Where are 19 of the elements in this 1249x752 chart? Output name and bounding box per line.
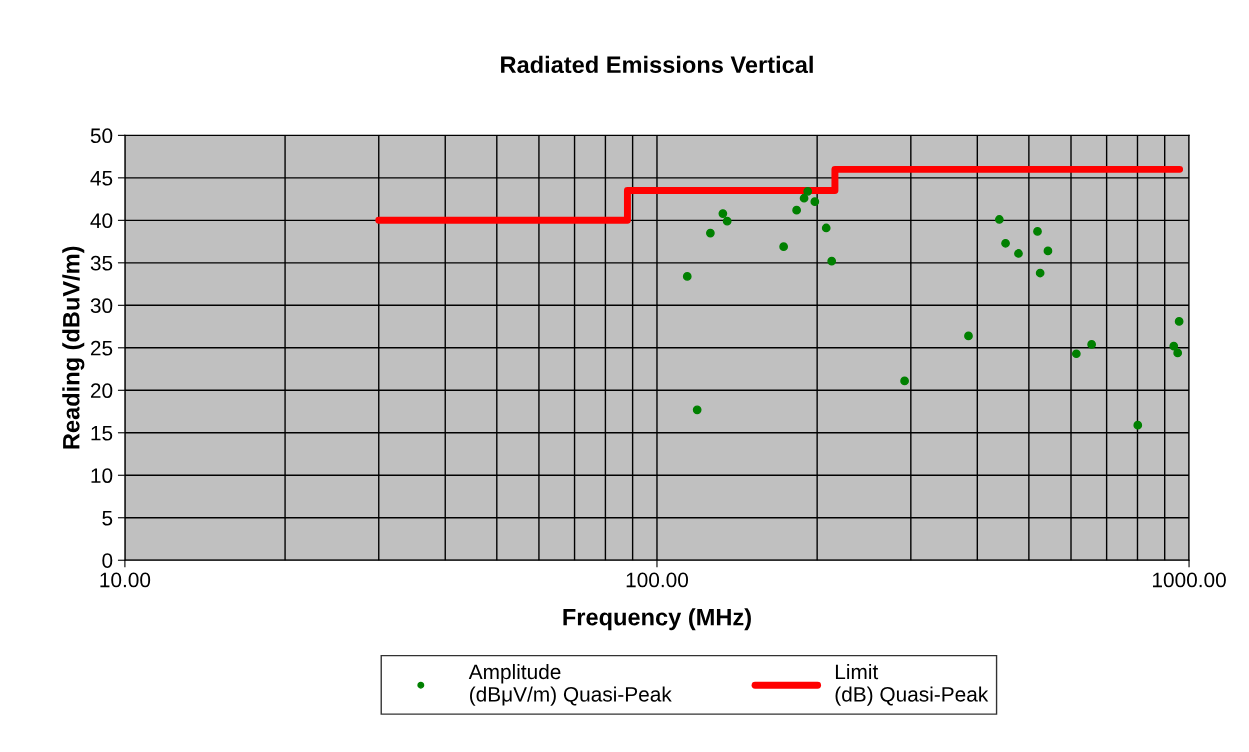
x-tick-label: 100.00 — [626, 572, 689, 588]
y-tick-label: 30 — [90, 298, 113, 314]
x-tick-label: 10.00 — [100, 572, 151, 588]
chart-title: Radiated Emissions Vertical — [501, 55, 813, 74]
y-tick-label: 40 — [90, 213, 113, 229]
y-tick-label: 25 — [90, 340, 113, 356]
legend-label: Limit (dB) Quasi-Peak — [835, 663, 989, 706]
y-tick-label: 20 — [90, 383, 113, 399]
y-tick-label: 15 — [91, 425, 113, 441]
y-tick-label: 35 — [90, 255, 113, 271]
x-tick-label: 1000.00 — [1152, 572, 1226, 588]
y-tick-label: 50 — [90, 128, 113, 144]
x-axis-title: Frequency (MHz) — [563, 608, 751, 631]
y-tick-label: 0 — [102, 553, 113, 568]
legend-label: Amplitude (dBμV/m) Quasi-Peak — [468, 663, 672, 706]
y-axis-title: Reading (dBuV/m) — [62, 246, 85, 449]
y-tick-label: 45 — [90, 171, 113, 186]
y-tick-label: 10 — [91, 468, 113, 484]
y-tick-label: 5 — [102, 510, 113, 526]
